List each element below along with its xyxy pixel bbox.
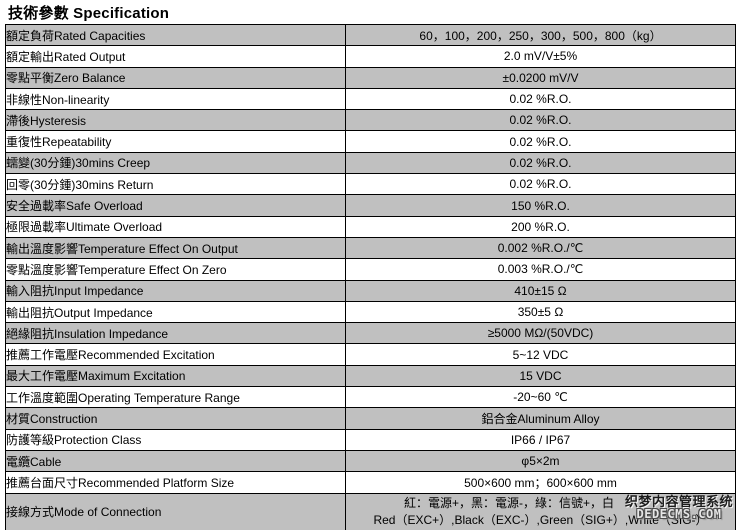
table-row: 額定負荷Rated Capacities 60，100，200，250，300，5…: [5, 23, 736, 47]
table-row: 絕緣阻抗Insulation Impedance ≥5000 MΩ/(50VDC): [5, 322, 736, 345]
spec-label: 回零(30分鍾)30mins Return: [5, 173, 346, 196]
spec-value: 5~12 VDC: [345, 343, 736, 366]
spec-label: 防護等級Protection Class: [5, 428, 346, 451]
table-row: 零點溫度影響Temperature Effect On Zero 0.003 %R…: [5, 258, 736, 281]
spec-label: 工作溫度範圍Operating Temperature Range: [5, 386, 346, 409]
table-row: 蠕變(30分鍾)30mins Creep 0.02 %R.O.: [5, 151, 736, 175]
spec-value: 350±5 Ω: [345, 300, 736, 324]
table-row: 回零(30分鍾)30mins Return 0.02 %R.O.: [5, 173, 736, 196]
spec-table: 額定負荷Rated Capacities 60，100，200，250，300，5…: [5, 23, 736, 530]
table-row: 推薦台面尺寸Recommended Platform Size 500×600 m…: [5, 471, 736, 494]
spec-label: 絕緣阻抗Insulation Impedance: [5, 322, 346, 345]
spec-label: 零點溫度影響Temperature Effect On Zero: [5, 258, 346, 281]
table-row: 材質Construction 鋁合金Aluminum Alloy: [5, 407, 736, 430]
spec-label: 電纜Cable: [5, 449, 346, 473]
page-title: 技術參數 Specification: [8, 5, 170, 22]
spec-value: 410±15 Ω: [345, 279, 736, 302]
spec-value: 200 %R.O.: [345, 215, 736, 238]
spec-label: 輸出阻抗Output Impedance: [5, 300, 346, 324]
spec-label: 滯後Hysteresis: [5, 109, 346, 132]
table-row: 零點平衡Zero Balance ±0.0200 mV/V: [5, 66, 736, 89]
table-row: 防護等級Protection Class IP66 / IP67: [5, 428, 736, 451]
spec-value: 2.0 mV/V±5%: [345, 45, 736, 68]
spec-label: 推薦工作電壓Recommended Excitation: [5, 343, 346, 366]
spec-label: 額定輸出Rated Output: [5, 45, 346, 68]
spec-value: 0.002 %R.O./℃: [345, 236, 736, 260]
table-row: 輸出溫度影響Temperature Effect On Output 0.002 …: [5, 236, 736, 260]
spec-label: 最大工作電壓Maximum Excitation: [5, 364, 346, 388]
spec-value: ±0.0200 mV/V: [345, 66, 736, 89]
spec-label: 材質Construction: [5, 407, 346, 430]
spec-label: 零點平衡Zero Balance: [5, 66, 346, 89]
spec-value: 0.02 %R.O.: [345, 130, 736, 153]
spec-value: 鋁合金Aluminum Alloy: [345, 407, 736, 430]
spec-label: 額定負荷Rated Capacities: [5, 23, 346, 47]
table-row: 極限過載率Ultimate Overload 200 %R.O.: [5, 215, 736, 238]
spec-value: 0.003 %R.O./℃: [345, 258, 736, 281]
table-row: 非線性Non-linearity 0.02 %R.O.: [5, 87, 736, 111]
spec-label: 重復性Repeatability: [5, 130, 346, 153]
spec-value-line: 紅：電源+，黑：電源-，綠：信號+，白: [404, 496, 615, 511]
spec-value-line: Red（EXC+）,Black（EXC-）,Green（SIG+）,White（…: [373, 513, 708, 528]
table-row: 重復性Repeatability 0.02 %R.O.: [5, 130, 736, 153]
spec-value: 0.02 %R.O.: [345, 109, 736, 132]
spec-label: 安全過載率Safe Overload: [5, 194, 346, 217]
spec-label: 極限過載率Ultimate Overload: [5, 215, 346, 238]
spec-label: 蠕變(30分鍾)30mins Creep: [5, 151, 346, 175]
table-row: 推薦工作電壓Recommended Excitation 5~12 VDC: [5, 343, 736, 366]
spec-value: φ5×2m: [345, 449, 736, 473]
spec-value: ≥5000 MΩ/(50VDC): [345, 322, 736, 345]
table-row: 輸出阻抗Output Impedance 350±5 Ω: [5, 300, 736, 324]
table-row: 最大工作電壓Maximum Excitation 15 VDC: [5, 364, 736, 388]
table-row: 電纜Cable φ5×2m: [5, 449, 736, 473]
spec-value: 0.02 %R.O.: [345, 173, 736, 196]
spec-label: 非線性Non-linearity: [5, 87, 346, 111]
spec-label: 輸入阻抗Input Impedance: [5, 279, 346, 302]
table-row: 輸入阻抗Input Impedance 410±15 Ω: [5, 279, 736, 302]
table-row: 工作溫度範圍Operating Temperature Range -20~60 …: [5, 386, 736, 409]
table-row: 安全過載率Safe Overload 150 %R.O.: [5, 194, 736, 217]
table-row: 接線方式Mode of Connection 紅：電源+，黑：電源-，綠：信號+，…: [5, 492, 736, 530]
spec-value: -20~60 ℃: [345, 386, 736, 409]
spec-value: 60，100，200，250，300，500，800（kg）: [345, 23, 736, 47]
table-row: 額定輸出Rated Output 2.0 mV/V±5%: [5, 45, 736, 68]
spec-label: 接線方式Mode of Connection: [5, 492, 346, 530]
spec-value: 500×600 mm；600×600 mm: [345, 471, 736, 494]
spec-value: 0.02 %R.O.: [345, 87, 736, 111]
spec-label: 輸出溫度影響Temperature Effect On Output: [5, 236, 346, 260]
spec-value: 150 %R.O.: [345, 194, 736, 217]
spec-value: 紅：電源+，黑：電源-，綠：信號+，白 Red（EXC+）,Black（EXC-）…: [345, 492, 736, 530]
table-row: 滯後Hysteresis 0.02 %R.O.: [5, 109, 736, 132]
spec-value: 0.02 %R.O.: [345, 151, 736, 175]
spec-label: 推薦台面尺寸Recommended Platform Size: [5, 471, 346, 494]
spec-value: 15 VDC: [345, 364, 736, 388]
spec-value: IP66 / IP67: [345, 428, 736, 451]
